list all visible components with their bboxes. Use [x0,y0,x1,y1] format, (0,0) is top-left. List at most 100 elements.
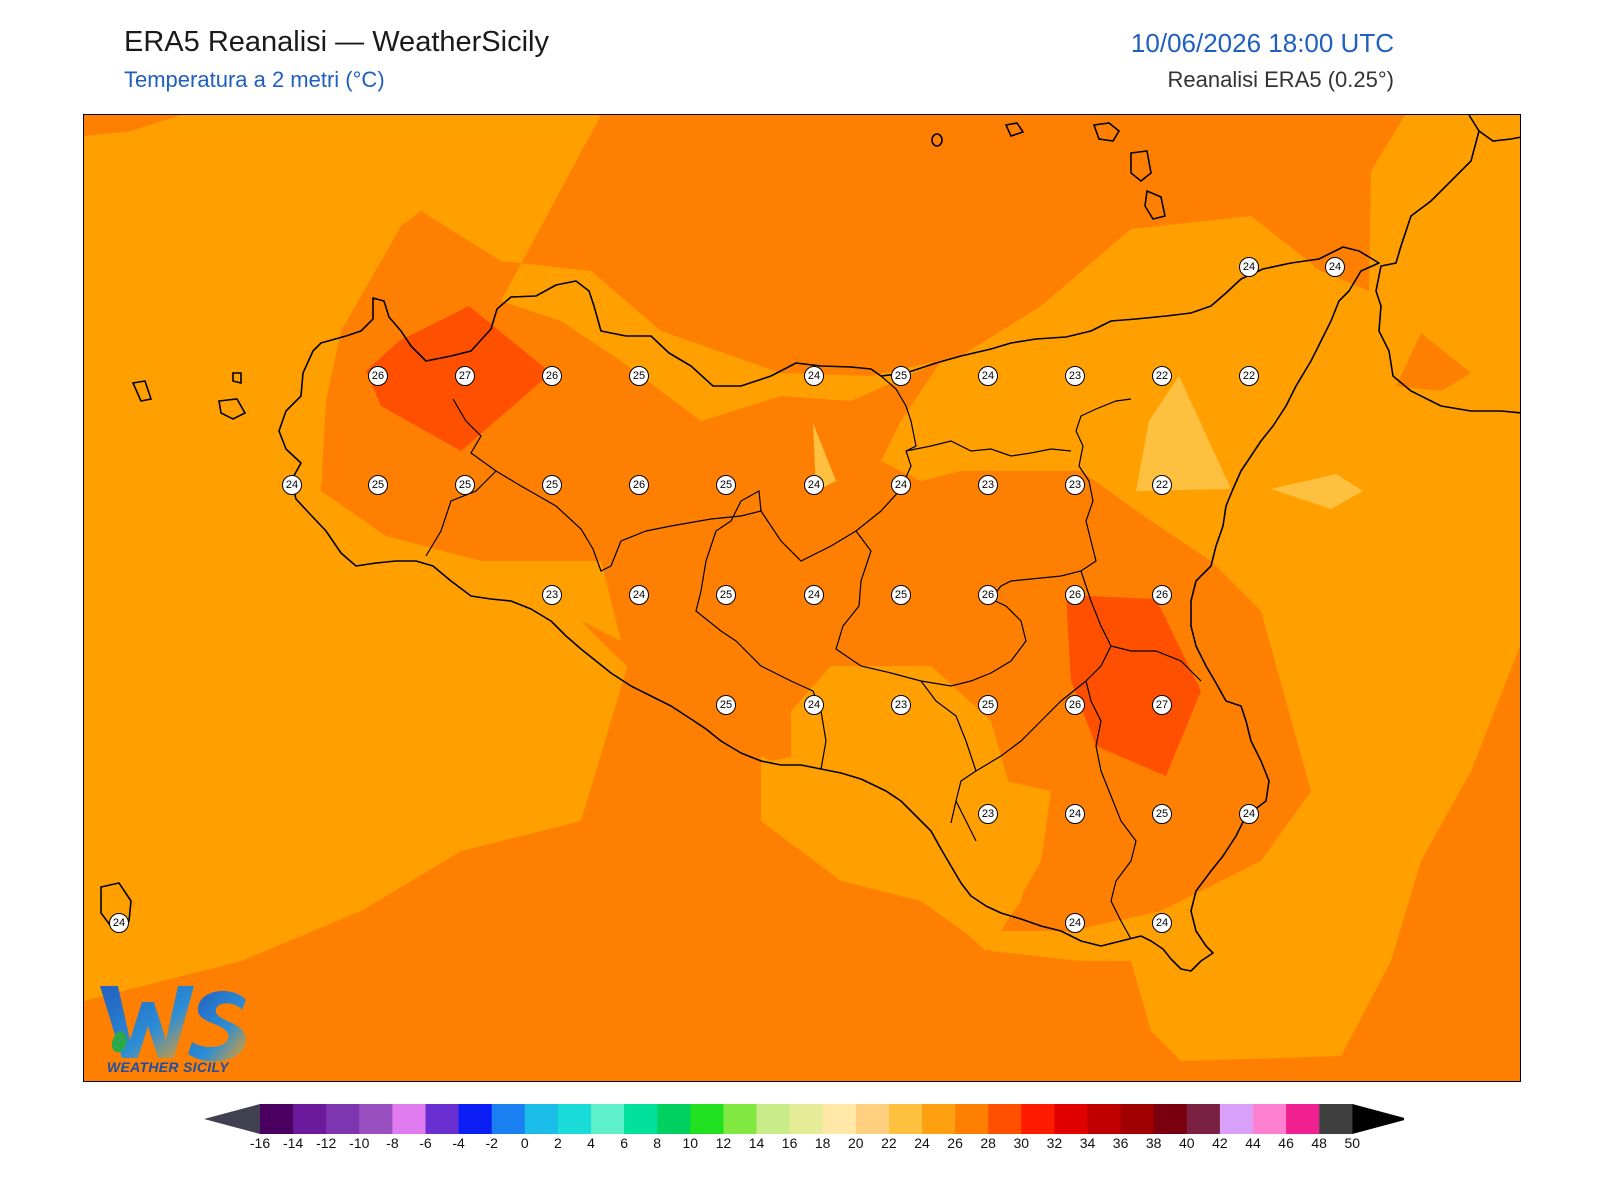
colorbar-tick-label: 38 [1145,1135,1162,1151]
station-marker: 23 [978,804,998,824]
station-marker: 26 [1152,585,1172,605]
colorbar-cell [955,1104,989,1134]
colorbar-tick-label: -16 [249,1135,271,1151]
isotherm-area-24-26-south [84,521,1520,1081]
colorbar-tick-label: -4 [452,1135,465,1151]
colorbar-cell [359,1104,393,1134]
station-marker: 24 [109,913,129,933]
colorbar-tick-label: 48 [1311,1135,1327,1151]
station-marker: 25 [542,475,562,495]
temperature-colorbar [204,1104,1404,1134]
station-marker: 24 [804,475,824,495]
colorbar-tick-label: 30 [1013,1135,1030,1151]
colorbar-tick-label: 0 [520,1135,529,1151]
colorbar-tick-label: 8 [653,1135,662,1151]
isotherm-area-20-22-center [813,423,836,491]
sicily-coastline [278,246,1380,972]
colorbar-cell [1253,1104,1287,1134]
colorbar-tick-label: 42 [1212,1135,1228,1151]
colorbar-cell [458,1104,493,1134]
colorbar-cell [491,1104,526,1134]
colorbar-cell [822,1104,857,1134]
map-canvas [84,115,1520,1081]
colorbar-cell [888,1104,923,1134]
station-marker: 22 [1152,475,1172,495]
colorbar-cell [922,1104,956,1134]
colorbar-tick-label: 10 [682,1135,699,1151]
colorbar-cell [557,1104,592,1134]
colorbar-tick-label: 12 [715,1135,732,1151]
colorbar-cell [1087,1104,1122,1134]
station-marker: 25 [368,475,388,495]
logo-caption: WEATHER SICILY [107,1059,229,1075]
islands [100,122,1166,931]
station-marker: 26 [1065,585,1085,605]
colorbar-cell [789,1104,824,1134]
station-marker: 23 [1065,366,1085,386]
colorbar-tick-label: -14 [282,1135,304,1151]
colorbar-cell [624,1104,658,1134]
station-marker: 26 [1065,695,1085,715]
station-marker: 24 [1065,913,1085,933]
colorbar-tick-label: 4 [587,1135,595,1151]
colorbar-tick-label: 44 [1245,1135,1261,1151]
colorbar-cell [524,1104,559,1134]
station-marker: 26 [542,366,562,386]
colorbar-cell [392,1104,426,1134]
station-marker: 26 [978,585,998,605]
station-marker: 25 [455,475,475,495]
station-marker: 24 [804,366,824,386]
station-marker: 23 [1065,475,1085,495]
colorbar-cell [657,1104,691,1134]
colorbar-tick-label: -12 [316,1135,337,1151]
station-marker: 26 [368,366,388,386]
data-source: Reanalisi ERA5 (0.25°) [1167,67,1394,92]
colorbar-tick-label: -10 [349,1135,370,1151]
isotherm-area-20-22-north [1136,376,1231,491]
colorbar-tick-label: 18 [814,1135,831,1151]
colorbar-tick-label: 26 [947,1135,963,1151]
colorbar-cell [293,1104,327,1134]
station-marker: 23 [891,695,911,715]
map-subtitle: Temperatura a 2 metri (°C) [124,67,385,92]
station-marker: 24 [629,585,649,605]
station-marker: 27 [1152,695,1172,715]
station-marker: 24 [282,475,302,495]
isotherm-area-20-22-east [1271,474,1363,509]
colorbar-cell [756,1104,791,1134]
colorbar-tick-label: -8 [386,1135,399,1151]
colorbar-cell [326,1104,360,1134]
station-marker: 24 [891,475,911,495]
station-marker: 25 [891,366,911,386]
station-marker: 25 [1152,804,1172,824]
station-marker: 24 [804,695,824,715]
station-marker: 23 [542,585,562,605]
colorbar-tick-label: -6 [419,1135,432,1151]
station-marker: 24 [1065,804,1085,824]
valid-datetime: 10/06/2026 18:00 UTC [1130,28,1394,58]
station-marker: 25 [716,475,736,495]
station-marker: 26 [629,475,649,495]
colorbar-tick-label: 28 [980,1135,996,1151]
colorbar-cell [1153,1104,1188,1134]
colorbar-over-arrow [1352,1104,1404,1134]
colorbar-cell [1186,1104,1221,1134]
colorbar-tick-label: 36 [1112,1135,1129,1151]
colorbar-tick-label: 14 [748,1135,765,1151]
colorbar-cell [1286,1104,1320,1134]
station-marker: 24 [1239,257,1259,277]
station-marker: 24 [1325,257,1345,277]
colorbar-cell [723,1104,757,1134]
colorbar-tick-label: 24 [914,1135,930,1151]
colorbar-cell [425,1104,460,1134]
colorbar-cell [260,1104,294,1134]
colorbar-cell [1054,1104,1088,1134]
colorbar-tick-label: -2 [485,1135,498,1151]
colorbar-tick-label: 20 [848,1135,864,1151]
station-marker: 25 [891,585,911,605]
isotherm-area-24-26-east [1396,333,1471,391]
colorbar-cell [988,1104,1022,1134]
colorbar-cell [1120,1104,1155,1134]
colorbar-tick-label: 2 [553,1135,562,1151]
isotherm-area-26-28-east [1066,595,1201,776]
